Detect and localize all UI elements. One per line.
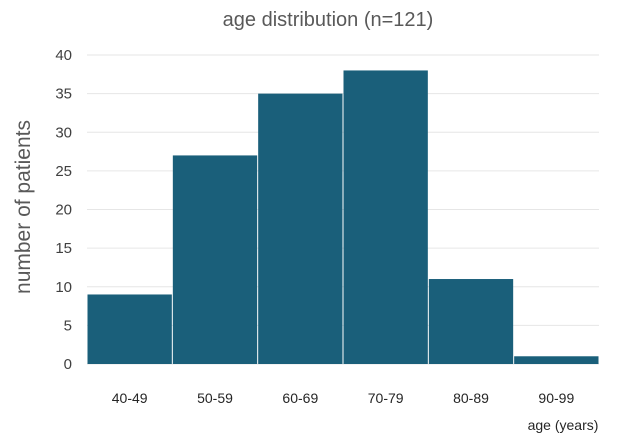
bar-90-99 — [514, 356, 599, 364]
gridlines — [87, 54, 599, 365]
x-tick-label: 70-79 — [368, 390, 404, 406]
x-tick-label: 60-69 — [282, 390, 318, 406]
bar-40-49 — [87, 294, 172, 364]
y-tick-label: 40 — [55, 47, 72, 64]
y-tick-label: 5 — [64, 317, 72, 334]
x-tick-label: 40-49 — [112, 390, 148, 406]
x-axis-label: age (years) — [528, 417, 599, 433]
chart-title: age distribution (n=121) — [223, 9, 434, 31]
bar-70-79 — [343, 70, 428, 364]
y-tick-label: 35 — [55, 86, 72, 103]
y-tick-labels: 0 5 10 15 20 25 30 35 40 — [55, 47, 72, 373]
x-tick-label: 90-99 — [538, 390, 574, 406]
y-tick-label: 15 — [55, 240, 72, 257]
y-tick-label: 20 — [55, 202, 72, 219]
bars — [87, 70, 599, 364]
bar-80-89 — [428, 279, 514, 364]
y-tick-label: 10 — [55, 279, 72, 296]
y-tick-label: 25 — [55, 163, 72, 180]
bar-50-59 — [172, 155, 258, 364]
x-tick-labels: 40-49 50-59 60-69 70-79 80-89 90-99 — [112, 390, 575, 406]
y-axis-label: number of patients — [12, 120, 35, 294]
y-tick-label: 0 — [64, 356, 72, 373]
bar-60-69 — [258, 93, 343, 364]
y-tick-label: 30 — [55, 124, 72, 141]
x-tick-label: 80-89 — [453, 390, 489, 406]
x-tick-label: 50-59 — [197, 390, 233, 406]
